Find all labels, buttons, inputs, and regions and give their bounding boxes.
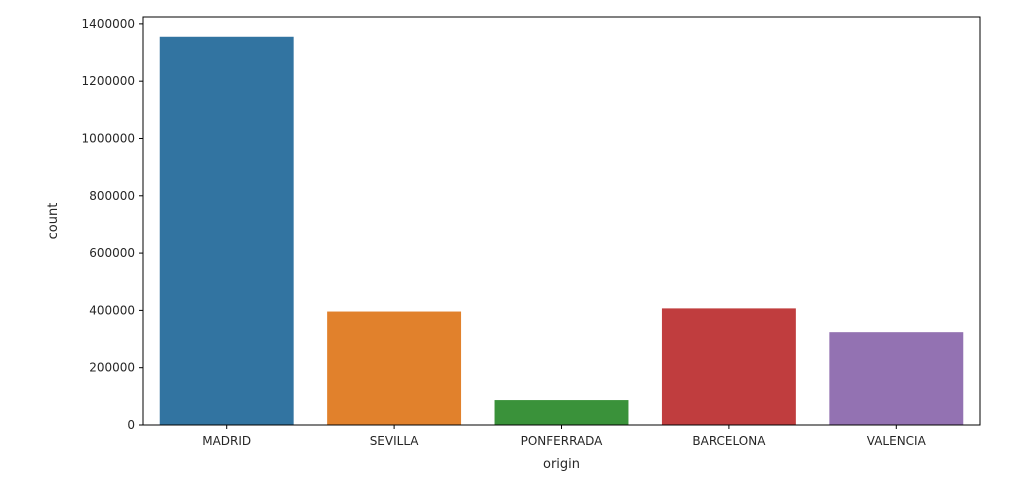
y-tick-label: 600000	[89, 246, 135, 260]
bar-ponferrada	[494, 400, 629, 425]
bars-group	[159, 36, 964, 426]
bar-sevilla	[327, 311, 462, 425]
x-axis-label: origin	[543, 457, 580, 472]
y-tick-label: 1200000	[82, 74, 135, 88]
y-tick-label: 0	[127, 418, 135, 432]
bar-barcelona	[661, 308, 796, 425]
x-tick-label: MADRID	[202, 434, 251, 448]
plot-frame	[142, 16, 981, 426]
bar-valencia	[829, 332, 964, 425]
y-tick-label: 1400000	[82, 17, 135, 31]
y-tick-label: 800000	[89, 189, 135, 203]
y-tick-label: 1000000	[82, 131, 135, 145]
x-tick-label: PONFERRADA	[521, 434, 604, 448]
x-tick-label: VALENCIA	[867, 434, 927, 448]
y-axis-ticks: 0 200000 400000 600000 800000 1000000 1200000 1…	[82, 17, 143, 432]
x-tick-label: BARCELONA	[692, 434, 766, 448]
x-tick-label: SEVILLA	[370, 434, 420, 448]
y-tick-label: 400000	[89, 303, 135, 317]
bar-madrid	[159, 36, 294, 426]
y-tick-label: 200000	[89, 361, 135, 375]
y-axis-label: count	[46, 203, 61, 240]
x-axis-ticks: MADRID SEVILLA PONFERRADA BARCELONA VALENCIA	[202, 425, 927, 448]
